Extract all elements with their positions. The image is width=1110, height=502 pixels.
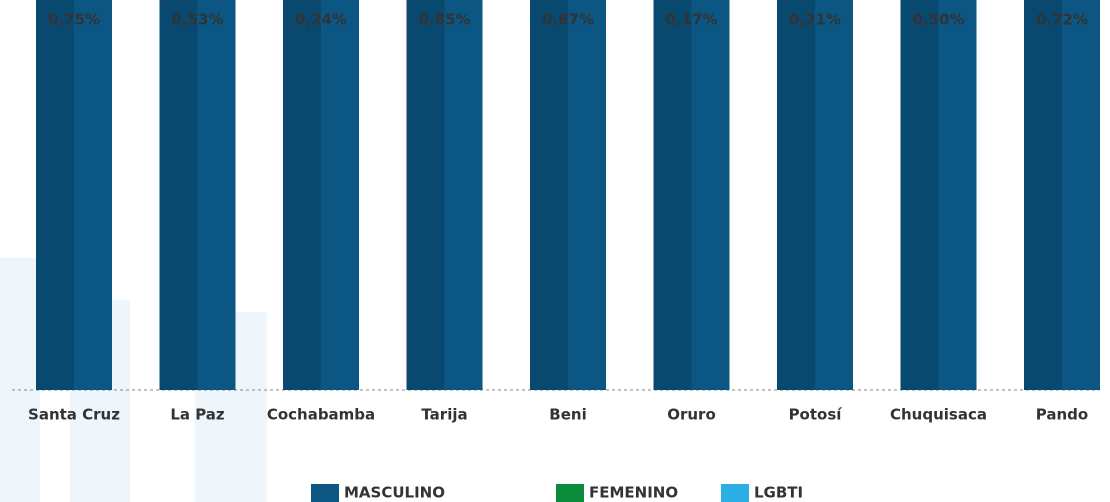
legend-swatch	[721, 484, 749, 502]
x-tick-label: Pando	[1036, 406, 1088, 424]
bar-shade	[900, 0, 939, 390]
x-tick-label: Santa Cruz	[28, 406, 120, 424]
value-label: 0,53%	[171, 11, 223, 29]
value-label: 0,17%	[665, 11, 717, 29]
bar-shade	[283, 0, 321, 390]
x-tick-label: Beni	[549, 406, 586, 424]
bar-shade	[159, 0, 198, 390]
value-label: 0,75%	[48, 11, 100, 29]
decor	[0, 258, 40, 502]
bar-shade	[653, 0, 692, 390]
bar-shade	[36, 0, 74, 390]
x-tick-label: Chuquisaca	[890, 406, 987, 424]
x-tick-label: Tarija	[421, 406, 467, 424]
value-label: 0,21%	[789, 11, 841, 29]
legend-label: LGBTI	[754, 484, 803, 502]
x-tick-label: Potosí	[789, 406, 843, 424]
value-label: 0,85%	[418, 11, 470, 29]
legend-label: MASCULINO	[344, 484, 445, 502]
x-tick-label: La Paz	[170, 406, 225, 424]
legend-swatch	[311, 484, 339, 502]
value-label: 0,72%	[1036, 11, 1088, 29]
legend-label: FEMENINO	[589, 484, 678, 502]
value-label: 0,50%	[912, 11, 964, 29]
bar-shade	[406, 0, 445, 390]
x-tick-label: Cochabamba	[267, 406, 375, 424]
x-tick-label: Oruro	[667, 406, 716, 424]
value-label: 0,67%	[542, 11, 594, 29]
value-label: 0,24%	[295, 11, 347, 29]
bar-shade	[777, 0, 815, 390]
bar-shade	[530, 0, 568, 390]
bar-shade	[1024, 0, 1062, 390]
legend-swatch	[556, 484, 584, 502]
